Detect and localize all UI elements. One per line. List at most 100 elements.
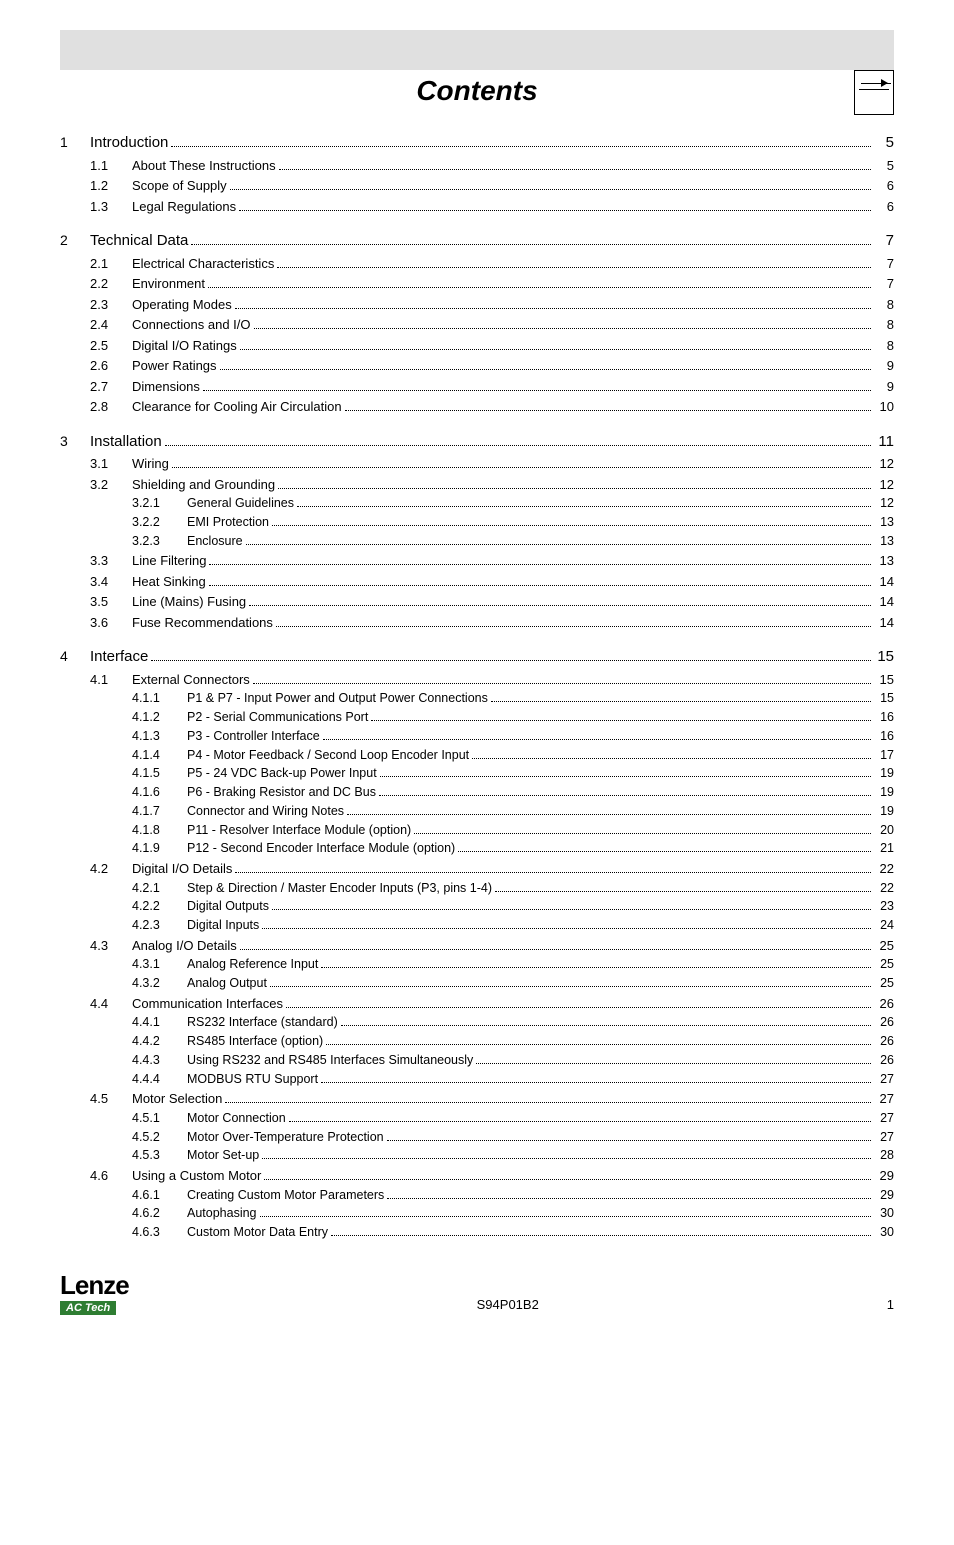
toc-section-number: 3.6 (90, 613, 132, 633)
toc-entry: 4.2Digital I/O Details22 (60, 859, 894, 879)
toc-leader-dots (220, 369, 871, 370)
toc-entry: 4.1.4P4 - Motor Feedback / Second Loop E… (60, 746, 894, 765)
toc-label: Heat Sinking (132, 572, 206, 592)
toc-entry: 4.6.3Custom Motor Data Entry30 (60, 1223, 894, 1242)
toc-leader-dots (345, 410, 871, 411)
toc-page: 27 (874, 1089, 894, 1109)
toc-label: Legal Regulations (132, 197, 236, 217)
toc-section-number: 4.2.1 (132, 879, 187, 898)
toc-section-number: 4.5.2 (132, 1128, 187, 1147)
page-number: 1 (887, 1297, 894, 1316)
toc-section-number: 4.1.8 (132, 821, 187, 840)
toc-label: Analog Reference Input (187, 955, 318, 974)
toc-label: Line (Mains) Fusing (132, 592, 246, 612)
toc-entry: 4.2.2Digital Outputs23 (60, 897, 894, 916)
toc-section-number: 4.1.1 (132, 689, 187, 708)
toc-section-number: 4.2 (90, 859, 132, 879)
toc-page: 5 (874, 132, 894, 155)
toc-leader-dots (289, 1121, 871, 1122)
toc-label: Dimensions (132, 377, 200, 397)
toc-label: EMI Protection (187, 513, 269, 532)
toc-section-number: 4.3 (90, 936, 132, 956)
toc-section-number: 4.5 (90, 1089, 132, 1109)
toc-section-number: 3.2.1 (132, 494, 187, 513)
toc-entry: 4.6.2Autophasing30 (60, 1204, 894, 1223)
toc-section-number: 4.4 (90, 994, 132, 1014)
toc-entry: 4.1.8P11 - Resolver Interface Module (op… (60, 821, 894, 840)
toc-leader-dots (239, 210, 871, 211)
toc-label: Shielding and Grounding (132, 475, 275, 495)
toc-entry: 4.4.2RS485 Interface (option)26 (60, 1032, 894, 1051)
toc-leader-dots (277, 267, 871, 268)
toc-leader-dots (191, 244, 871, 245)
toc-page: 15 (874, 689, 894, 708)
toc-leader-dots (286, 1007, 871, 1008)
toc-page: 25 (874, 955, 894, 974)
toc-entry: 3.5Line (Mains) Fusing14 (60, 592, 894, 612)
toc-page: 19 (874, 783, 894, 802)
brand-logo: Lenze AC Tech (60, 1272, 129, 1316)
toc-label: P11 - Resolver Interface Module (option) (187, 821, 411, 840)
toc-section-number: 4.4.1 (132, 1013, 187, 1032)
toc-section-number: 4.1 (90, 670, 132, 690)
toc-page: 14 (874, 572, 894, 592)
toc-leader-dots (491, 701, 871, 702)
document-code: S94P01B2 (477, 1297, 539, 1316)
toc-label: Scope of Supply (132, 176, 227, 196)
logo-sub-text: AC Tech (60, 1301, 116, 1315)
toc-page: 27 (874, 1128, 894, 1147)
toc-page: 26 (874, 994, 894, 1014)
footer: Lenze AC Tech S94P01B2 1 (60, 1272, 894, 1316)
toc-label: Motor Over-Temperature Protection (187, 1128, 384, 1147)
toc-entry: 4.1.3P3 - Controller Interface16 (60, 727, 894, 746)
toc-entry: 1.2Scope of Supply6 (60, 176, 894, 196)
toc-section-number: 4.6.3 (132, 1223, 187, 1242)
toc-entry: 4.1.9P12 - Second Encoder Interface Modu… (60, 839, 894, 858)
toc-page: 6 (874, 176, 894, 196)
toc-page: 13 (874, 513, 894, 532)
toc-leader-dots (209, 585, 871, 586)
toc-leader-dots (225, 1102, 871, 1103)
toc-leader-dots (235, 308, 871, 309)
toc-leader-dots (209, 564, 871, 565)
toc-page: 15 (874, 670, 894, 690)
toc-leader-dots (264, 1179, 871, 1180)
toc-page: 26 (874, 1032, 894, 1051)
toc-section-number: 3.2 (90, 475, 132, 495)
toc-page: 12 (874, 475, 894, 495)
toc-page: 26 (874, 1013, 894, 1032)
toc-label: P5 - 24 VDC Back-up Power Input (187, 764, 377, 783)
toc-leader-dots (458, 851, 871, 852)
toc-page: 11 (874, 431, 894, 454)
toc-section-number: 1.1 (90, 156, 132, 176)
toc-leader-dots (272, 525, 871, 526)
toc-section-number: 4.6 (90, 1166, 132, 1186)
toc-label: Introduction (90, 132, 168, 155)
toc-section-number: 4.4.3 (132, 1051, 187, 1070)
toc-page: 8 (874, 315, 894, 335)
toc-section-number: 3.1 (90, 454, 132, 474)
toc-page: 7 (874, 230, 894, 253)
toc-section-number: 3.2.3 (132, 532, 187, 551)
toc-entry: 3.2.1General Guidelines12 (60, 494, 894, 513)
toc-label: P2 - Serial Communications Port (187, 708, 368, 727)
toc-label: P1 & P7 - Input Power and Output Power C… (187, 689, 488, 708)
toc-entry: 3.1Wiring12 (60, 454, 894, 474)
toc-chapter-number: 2 (60, 230, 90, 251)
toc-entry: 4.1.5P5 - 24 VDC Back-up Power Input19 (60, 764, 894, 783)
toc-page: 15 (874, 646, 894, 669)
toc-entry: 2.8Clearance for Cooling Air Circulation… (60, 397, 894, 417)
toc-entry: 1.1About These Instructions5 (60, 156, 894, 176)
toc-section-number: 4.1.9 (132, 839, 187, 858)
toc-entry: 2.1Electrical Characteristics7 (60, 254, 894, 274)
toc-leader-dots (208, 287, 871, 288)
toc-label: Connections and I/O (132, 315, 251, 335)
toc-leader-dots (279, 169, 871, 170)
toc-entry: 4.1.6P6 - Braking Resistor and DC Bus19 (60, 783, 894, 802)
toc-leader-dots (249, 605, 871, 606)
toc-section-number: 2.6 (90, 356, 132, 376)
toc-leader-dots (272, 909, 871, 910)
toc-label: Digital Inputs (187, 916, 259, 935)
toc-label: Using RS232 and RS485 Interfaces Simulta… (187, 1051, 473, 1070)
toc-entry: 3.2.3Enclosure13 (60, 532, 894, 551)
